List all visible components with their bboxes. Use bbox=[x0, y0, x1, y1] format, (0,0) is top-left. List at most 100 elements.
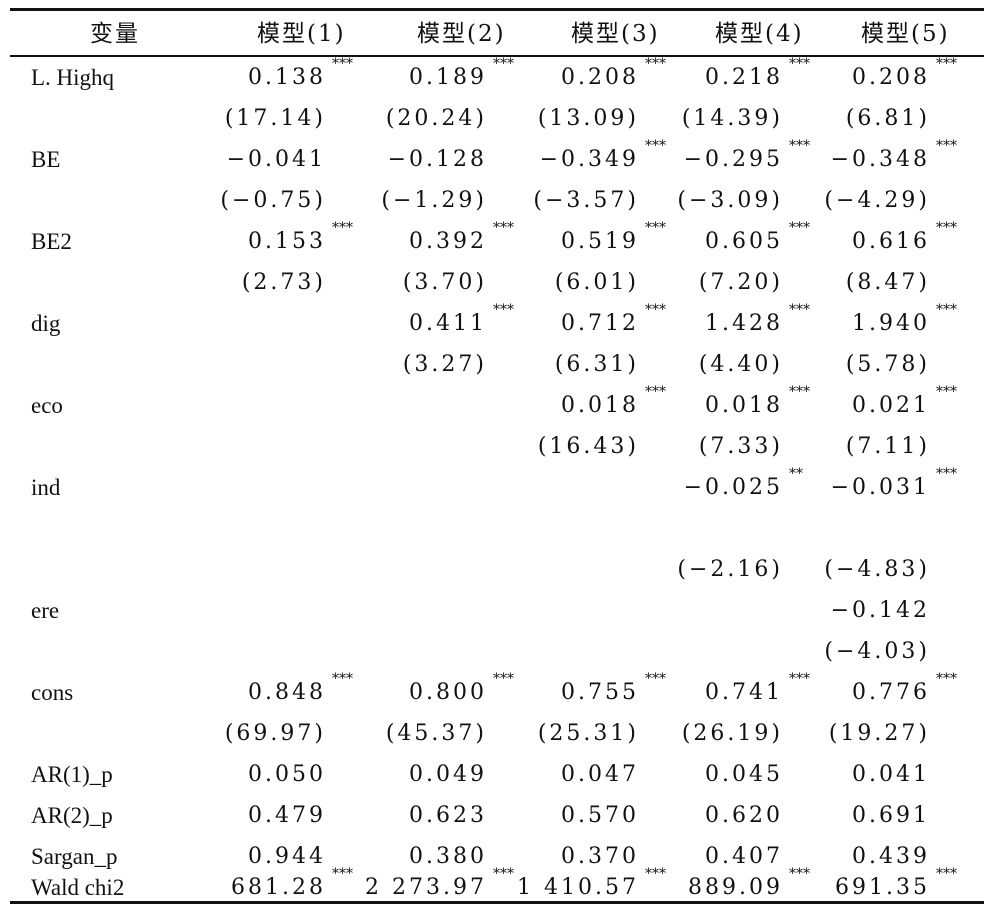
cell-value: (−4.29) bbox=[824, 188, 930, 213]
cell-value: 1.940 bbox=[852, 311, 930, 336]
cell-value: 0.208 bbox=[561, 65, 639, 90]
significance-stars: *** bbox=[332, 220, 353, 236]
cell-value: (−1.29) bbox=[381, 188, 487, 213]
significance-stars: *** bbox=[789, 220, 810, 236]
cell-value: 0.018 bbox=[705, 393, 783, 418]
table-cell: 0.741 *** bbox=[705, 671, 810, 713]
row-label: cons bbox=[31, 680, 74, 705]
cell-value: 2 273.97 bbox=[365, 875, 487, 900]
cell-value: (7.33) bbox=[698, 434, 783, 459]
cell-value: 0.800 bbox=[409, 680, 487, 705]
table-cell: (−0.75) bbox=[220, 181, 326, 221]
table-cell: (25.31) bbox=[538, 714, 639, 754]
cell-value: 1 410.57 bbox=[517, 875, 639, 900]
cell-value: 0.944 bbox=[248, 844, 326, 869]
cell-value: (6.31) bbox=[554, 352, 639, 377]
cell-value: 0.049 bbox=[409, 762, 487, 787]
cell-value: 0.848 bbox=[248, 680, 326, 705]
row-label: ere bbox=[31, 598, 60, 623]
table-cell: (19.27) bbox=[829, 714, 930, 754]
cell-value: (69.97) bbox=[224, 721, 326, 746]
table-cell: (6.81) bbox=[846, 99, 930, 139]
table-cell: (−4.83) bbox=[824, 550, 930, 590]
cell-value: 0.021 bbox=[852, 393, 930, 418]
table-cell: 0.047 bbox=[561, 755, 639, 795]
cell-value: (17.14) bbox=[224, 106, 326, 131]
cell-value: 0.018 bbox=[561, 393, 639, 418]
cell-value: 0.519 bbox=[561, 229, 639, 254]
row-label: eco bbox=[31, 393, 63, 418]
table-cell: 0.045 bbox=[705, 755, 783, 795]
significance-stars: *** bbox=[789, 671, 810, 687]
table-cell: (8.47) bbox=[846, 263, 930, 303]
cell-value: 0.189 bbox=[409, 65, 487, 90]
table-cell: 0.712 *** bbox=[561, 302, 666, 344]
significance-stars: *** bbox=[789, 56, 810, 72]
cell-value: 0.047 bbox=[561, 762, 639, 787]
cell-value: (19.27) bbox=[828, 721, 930, 746]
bottom-rule bbox=[10, 901, 984, 904]
significance-stars: *** bbox=[789, 866, 810, 882]
cell-value: 1.428 bbox=[705, 311, 783, 336]
significance-stars: *** bbox=[936, 138, 957, 154]
cell-value: 0.411 bbox=[409, 311, 487, 336]
table-cell: −0.128 bbox=[388, 140, 487, 180]
significance-stars: *** bbox=[645, 866, 666, 882]
table-cell: 0.479 bbox=[248, 796, 326, 836]
cell-value: (2.73) bbox=[241, 270, 326, 295]
cell-value: 0.380 bbox=[409, 844, 487, 869]
row-label: BE bbox=[31, 147, 61, 172]
significance-stars: *** bbox=[493, 220, 514, 236]
header-rule bbox=[10, 55, 984, 57]
table-cell: 0.370 bbox=[561, 837, 639, 877]
cell-value: (13.09) bbox=[537, 106, 639, 131]
significance-stars: *** bbox=[332, 671, 353, 687]
cell-value: (7.11) bbox=[845, 434, 930, 459]
row-label: AR(2)_p bbox=[31, 803, 113, 828]
cell-value: 0.208 bbox=[852, 65, 930, 90]
table-cell: (69.97) bbox=[225, 714, 326, 754]
table-cell: 0.439 bbox=[852, 837, 930, 877]
cell-value: −0.031 bbox=[830, 475, 930, 500]
table-cell: (3.27) bbox=[403, 345, 487, 385]
significance-stars: *** bbox=[936, 56, 957, 72]
table-cell: (20.24) bbox=[386, 99, 487, 139]
header-model-4: 模型(4) bbox=[715, 21, 804, 47]
table-cell: −0.025 ** bbox=[684, 466, 803, 508]
table-cell: 0.623 bbox=[409, 796, 487, 836]
cell-value: −0.142 bbox=[830, 598, 930, 623]
table-cell: −0.041 bbox=[227, 140, 326, 180]
table-cell: (7.20) bbox=[699, 263, 783, 303]
cell-value: 0.041 bbox=[852, 762, 930, 787]
cell-value: (−4.03) bbox=[824, 639, 930, 664]
table-cell: (45.37) bbox=[386, 714, 487, 754]
table-cell: 0.570 bbox=[561, 796, 639, 836]
row-label: ind bbox=[31, 475, 61, 500]
cell-value: (3.27) bbox=[402, 352, 487, 377]
cell-value: 0.050 bbox=[248, 762, 326, 787]
cell-value: (6.01) bbox=[554, 270, 639, 295]
cell-value: (8.47) bbox=[845, 270, 930, 295]
significance-stars: *** bbox=[936, 302, 957, 318]
table-cell: (7.33) bbox=[699, 427, 783, 467]
row-label: AR(1)_p bbox=[31, 762, 113, 787]
significance-stars: ** bbox=[789, 466, 803, 482]
table-cell: −0.142 bbox=[831, 591, 930, 631]
cell-value: (−4.83) bbox=[824, 557, 930, 582]
table-cell: 0.605 *** bbox=[705, 220, 810, 262]
significance-stars: *** bbox=[936, 220, 957, 236]
table-cell: (−3.57) bbox=[533, 181, 639, 221]
table-cell: 0.018 *** bbox=[705, 384, 810, 426]
table-cell: 0.755 *** bbox=[561, 671, 666, 713]
header-model-2: 模型(2) bbox=[417, 21, 506, 47]
cell-value: (−0.75) bbox=[220, 188, 326, 213]
table-cell: (−4.29) bbox=[824, 181, 930, 221]
table-cell: (14.39) bbox=[682, 99, 783, 139]
table-cell: (−4.03) bbox=[824, 632, 930, 672]
table-cell: 1.940 *** bbox=[852, 302, 957, 344]
cell-value: (25.31) bbox=[537, 721, 639, 746]
row-label: Wald chi2 bbox=[31, 875, 125, 900]
table-cell: 0.218 *** bbox=[705, 56, 810, 98]
cell-value: (26.19) bbox=[681, 721, 783, 746]
cell-value: 0.605 bbox=[705, 229, 783, 254]
